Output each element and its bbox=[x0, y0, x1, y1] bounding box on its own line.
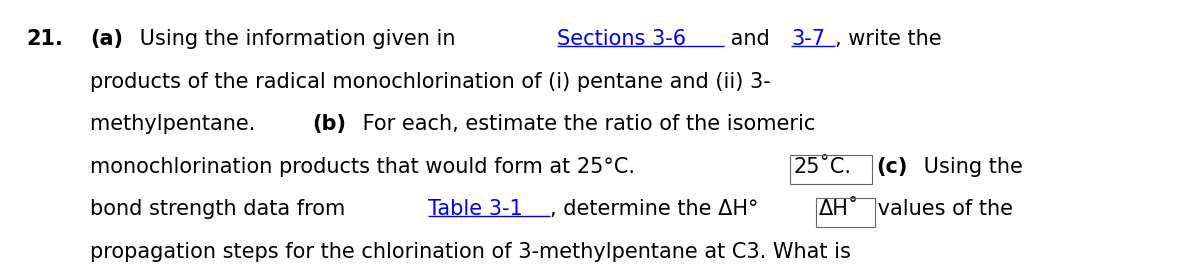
Text: bond strength data from: bond strength data from bbox=[90, 199, 352, 220]
Text: 21.: 21. bbox=[26, 29, 64, 49]
Text: Table 3-1: Table 3-1 bbox=[428, 199, 523, 220]
Text: 3-7: 3-7 bbox=[792, 29, 826, 49]
Text: Using the: Using the bbox=[917, 157, 1022, 177]
Text: 25˚C.: 25˚C. bbox=[793, 157, 851, 177]
Text: , determine the ΔH°: , determine the ΔH° bbox=[550, 199, 758, 220]
Text: , write the: , write the bbox=[835, 29, 942, 49]
Text: methylpentane.: methylpentane. bbox=[90, 114, 262, 134]
Text: Sections 3-6: Sections 3-6 bbox=[557, 29, 686, 49]
Text: For each, estimate the ratio of the isomeric: For each, estimate the ratio of the isom… bbox=[356, 114, 815, 134]
Text: propagation steps for the chlorination of 3-methylpentane at C3. What is: propagation steps for the chlorination o… bbox=[90, 242, 851, 262]
Text: ΔH˚: ΔH˚ bbox=[820, 199, 859, 220]
Text: (c): (c) bbox=[877, 157, 908, 177]
Text: monochlorination products that would form at 25°C.: monochlorination products that would for… bbox=[90, 157, 635, 177]
Text: (b): (b) bbox=[312, 114, 346, 134]
Text: products of the radical monochlorination of (i) pentane and (ii) 3-: products of the radical monochlorination… bbox=[90, 72, 770, 92]
Text: (a): (a) bbox=[90, 29, 124, 49]
Text: and: and bbox=[724, 29, 776, 49]
Text: values of the: values of the bbox=[871, 199, 1013, 220]
Text: Using the information given in: Using the information given in bbox=[132, 29, 462, 49]
